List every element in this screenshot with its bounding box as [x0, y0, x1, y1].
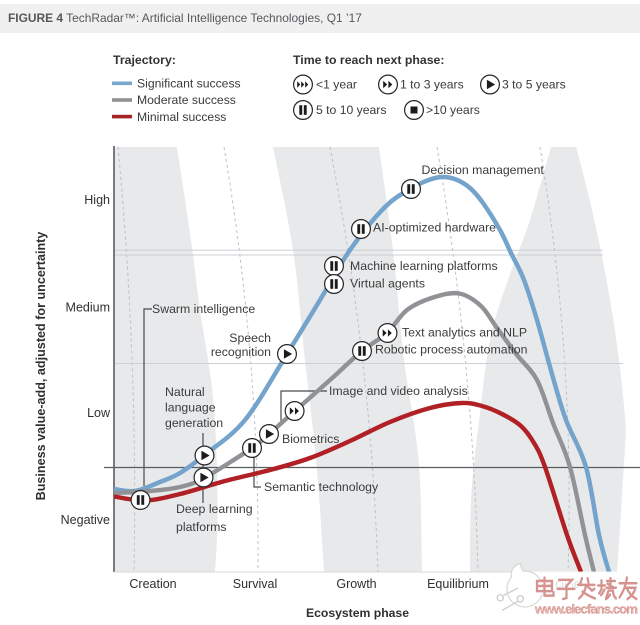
svg-text:Text analytics and NLP: Text analytics and NLP: [402, 326, 527, 340]
svg-text:3 to 5 years: 3 to 5 years: [502, 78, 566, 92]
svg-text:Swarm intelligence: Swarm intelligence: [152, 302, 255, 316]
svg-text:Machine learning platforms: Machine learning platforms: [350, 259, 498, 273]
svg-text:Decision management: Decision management: [422, 163, 545, 177]
svg-text:Negative: Negative: [61, 513, 110, 527]
svg-text:Business value-add, adjusted f: Business value-add, adjusted for uncerta…: [34, 232, 48, 501]
svg-text:<1 year: <1 year: [316, 78, 357, 92]
svg-text:Ecosystem phase: Ecosystem phase: [306, 606, 409, 620]
svg-text:language: language: [165, 401, 216, 415]
svg-text:Low: Low: [87, 406, 111, 420]
svg-text:5 to 10 years: 5 to 10 years: [316, 103, 386, 117]
svg-text:Image and video analysis: Image and video analysis: [329, 384, 468, 398]
svg-text:AI-optimized hardware: AI-optimized hardware: [373, 221, 496, 235]
svg-text:Virtual agents: Virtual agents: [350, 277, 425, 291]
svg-text:Speech: Speech: [229, 331, 271, 345]
svg-text:Creation: Creation: [129, 577, 176, 591]
svg-text:Deep learning: Deep learning: [176, 502, 253, 516]
svg-text:FIGURE 4 TechRadar™: Artificia: FIGURE 4 TechRadar™: Artificial Intellig…: [8, 11, 362, 25]
svg-text:Medium: Medium: [66, 301, 110, 315]
svg-text:Equilibrium: Equilibrium: [427, 577, 489, 591]
svg-text:Minimal success: Minimal success: [137, 110, 226, 124]
svg-text:Robotic process automation: Robotic process automation: [375, 343, 528, 357]
svg-text:High: High: [84, 193, 110, 207]
svg-text:Significant success: Significant success: [137, 77, 241, 91]
svg-text:Semantic technology: Semantic technology: [264, 480, 379, 494]
svg-text:generation: generation: [165, 416, 223, 430]
svg-text:platforms: platforms: [176, 520, 227, 534]
svg-text:Natural: Natural: [165, 385, 205, 399]
svg-text:Growth: Growth: [336, 577, 376, 591]
svg-text:www.elecfans.com: www.elecfans.com: [534, 602, 638, 617]
svg-text:Biometrics: Biometrics: [282, 432, 339, 446]
svg-text:Time to reach next phase:: Time to reach next phase:: [293, 53, 444, 67]
svg-text:Moderate success: Moderate success: [137, 93, 236, 107]
svg-text:recognition: recognition: [211, 345, 271, 359]
svg-text:>10 years: >10 years: [426, 103, 480, 117]
svg-text:Trajectory:: Trajectory:: [113, 53, 176, 67]
svg-text:1 to 3 years: 1 to 3 years: [400, 78, 464, 92]
svg-text:Survival: Survival: [233, 577, 277, 591]
